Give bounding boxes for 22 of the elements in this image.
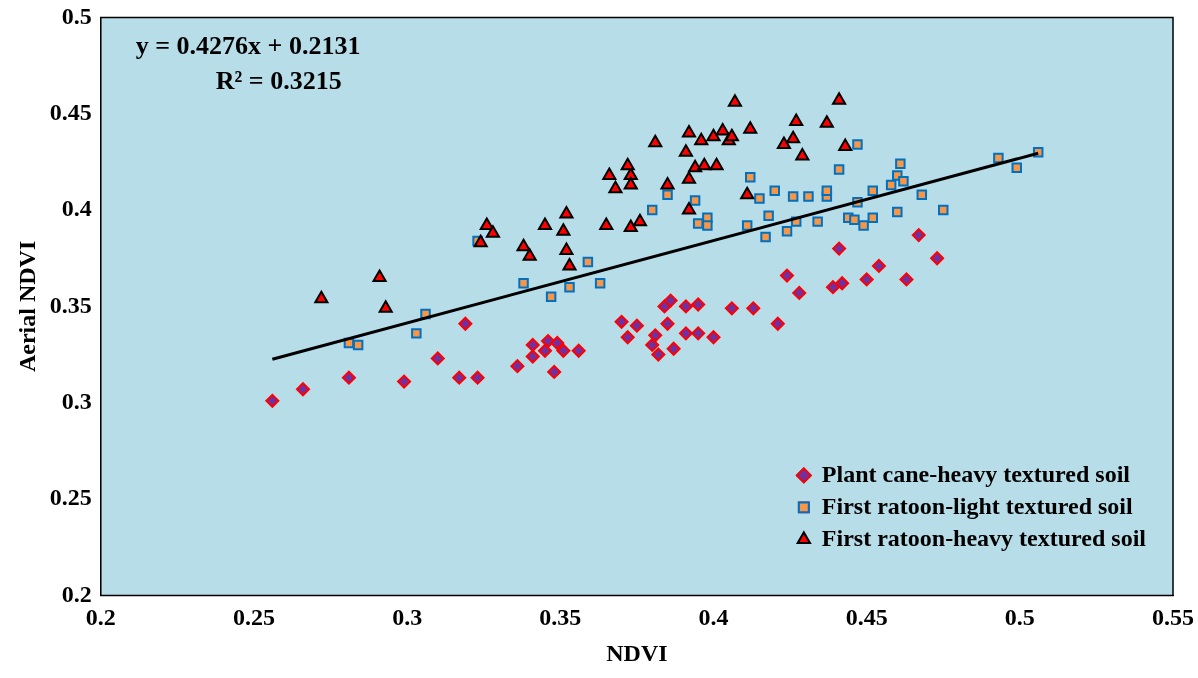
y-tick-label: 0.3 — [61, 387, 92, 414]
y-tick-label: 0.25 — [49, 484, 92, 511]
legend-label: First ratoon-heavy textured soil — [821, 524, 1147, 551]
x-tick-label: 0.35 — [539, 604, 582, 630]
x-tick-label: 0.5 — [1004, 604, 1035, 630]
x-tick-label: 0.45 — [845, 604, 888, 630]
x-tick-label: 0.2 — [85, 604, 116, 630]
y-tick-label: 0.2 — [61, 580, 92, 607]
annotation: y = 0.4276x + 0.2131 — [135, 31, 361, 61]
x-tick-label: 0.3 — [392, 604, 423, 630]
annotation: R² = 0.3215 — [215, 66, 342, 96]
legend-label: First ratoon-light textured soil — [821, 492, 1134, 519]
y-axis-title: Aerial NDVI — [13, 240, 40, 373]
y-tick-label: 0.5 — [61, 2, 92, 29]
y-tick-label: 0.45 — [49, 98, 92, 125]
x-tick-label: 0.25 — [232, 604, 275, 630]
x-tick-label: 0.4 — [698, 604, 729, 630]
legend-label: Plant cane-heavy textured soil — [821, 460, 1131, 487]
y-tick-label: 0.35 — [49, 291, 92, 318]
y-tick-label: 0.4 — [61, 195, 92, 222]
x-axis-title: NDVI — [606, 639, 668, 666]
x-tick-label: 0.55 — [1152, 604, 1194, 630]
